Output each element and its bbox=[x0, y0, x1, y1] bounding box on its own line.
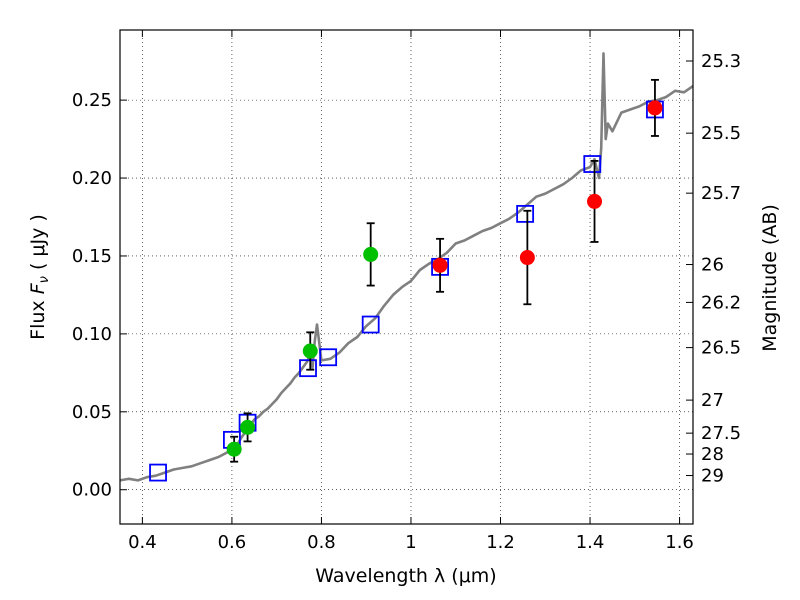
model-photometry-square bbox=[319, 348, 338, 367]
y-tick-label: 0.00 bbox=[72, 480, 112, 501]
x-tick-label: 0.8 bbox=[307, 532, 336, 553]
model-photometry-square bbox=[516, 204, 535, 223]
model-photometry-layer bbox=[149, 100, 664, 482]
green-detection-point bbox=[240, 419, 256, 435]
y-tick-label: 0.20 bbox=[72, 168, 112, 189]
x-tick-label: 0.4 bbox=[128, 532, 157, 553]
x-axis-label: Wavelength λ (μm) bbox=[315, 565, 496, 587]
plot-frame bbox=[119, 29, 694, 525]
magnitude-tick-label: 28 bbox=[701, 444, 724, 465]
y-tick-label: 0.05 bbox=[72, 402, 112, 423]
y-tick-label: 0.10 bbox=[72, 324, 112, 345]
model-spectrum-line bbox=[119, 52, 694, 482]
y-axis-label: Flux Fν ( μJy ) bbox=[27, 214, 52, 340]
y-tick-label: 0.25 bbox=[72, 90, 112, 111]
magnitude-axis-label: Magnitude (AB) bbox=[759, 204, 781, 352]
x-tick-label: 1.4 bbox=[576, 532, 605, 553]
model-photometry-square bbox=[299, 359, 317, 378]
x-tick-label: 1.6 bbox=[665, 532, 694, 553]
detection-layer bbox=[226, 100, 663, 457]
magnitude-tick-label: 27.5 bbox=[701, 423, 741, 444]
model-photometry-square bbox=[361, 315, 380, 334]
red-detection-point bbox=[432, 257, 448, 273]
y-tick-label: 0.15 bbox=[72, 246, 112, 267]
x-tick-label: 1.2 bbox=[486, 532, 515, 553]
magnitude-tick-label: 29 bbox=[701, 466, 724, 487]
x-tick-label: 1 bbox=[405, 532, 416, 553]
spectrum-layer bbox=[119, 52, 694, 482]
grid bbox=[120, 30, 693, 524]
model-photometry-square bbox=[149, 463, 167, 482]
magnitude-tick-label: 25.5 bbox=[701, 123, 741, 144]
model-photometry-square bbox=[583, 155, 602, 173]
magnitude-tick-label: 27 bbox=[701, 390, 724, 411]
green-detection-point bbox=[363, 246, 379, 262]
axis-ticks: 0.4 0.6 0.8 1 1.2 1.4 1.6 0.00 0.05 0.10 0.15 0.20 0… bbox=[72, 30, 741, 553]
red-detection-point bbox=[647, 100, 663, 116]
x-tick-label: 0.6 bbox=[218, 532, 247, 553]
magnitude-tick-label: 26.5 bbox=[701, 338, 741, 359]
red-detection-point bbox=[519, 250, 535, 266]
green-detection-point bbox=[302, 343, 318, 359]
red-detection-point bbox=[587, 193, 603, 209]
magnitude-tick-label: 25.7 bbox=[701, 183, 741, 204]
magnitude-tick-label: 26 bbox=[701, 255, 724, 276]
magnitude-tick-label: 26.2 bbox=[701, 292, 741, 313]
magnitude-tick-label: 25.3 bbox=[701, 51, 741, 72]
green-detection-point bbox=[226, 441, 242, 457]
